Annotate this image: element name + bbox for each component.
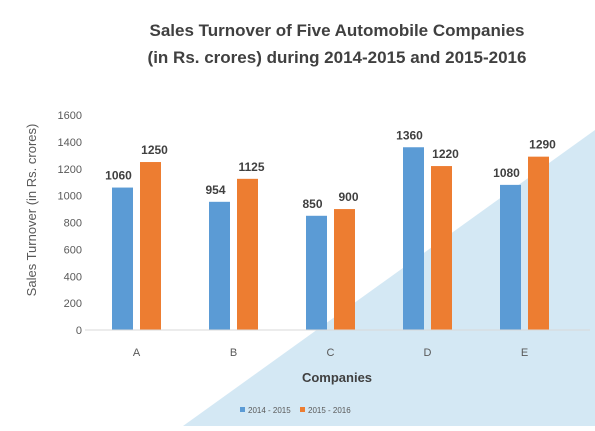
- bar-value-label: 1290: [529, 138, 556, 152]
- bar-value-label: 900: [338, 190, 358, 204]
- x-axis-label: Companies: [302, 370, 372, 385]
- bar-value-label: 850: [302, 197, 322, 211]
- bar-value-label: 1360: [396, 128, 423, 142]
- bar-B-series-1: [209, 201, 230, 330]
- bar-value-label: 1060: [105, 169, 132, 183]
- bar-C-series-1: [306, 215, 327, 330]
- x-tick-label: B: [230, 347, 237, 359]
- bar-value-label: 954: [205, 183, 225, 197]
- y-tick-label: 200: [64, 298, 82, 310]
- bar-value-label: 1220: [432, 147, 459, 161]
- bar-A-series-2: [140, 162, 161, 330]
- y-tick-label: 600: [64, 244, 82, 256]
- bar-A-series-1: [112, 187, 133, 330]
- x-axis-ticks: A B C D E: [133, 347, 528, 359]
- x-tick-label: E: [521, 347, 528, 359]
- bar-E-series-1: [500, 184, 521, 330]
- background-watermark-triangle: [183, 130, 595, 426]
- legend-swatch: [240, 407, 245, 412]
- y-tick-label: 1000: [58, 191, 82, 203]
- data-labels: 1060 1250 954 1125 850 900 1360 1220 1080 1290: [105, 128, 556, 211]
- y-axis-label: Sales Turnover (in Rs. crores): [24, 124, 39, 297]
- legend-label: 2015 - 2016: [308, 406, 351, 415]
- y-tick-label: 1400: [58, 137, 82, 149]
- y-tick-label: 400: [64, 271, 82, 283]
- legend-label: 2014 - 2015: [248, 406, 291, 415]
- bar-E-series-2: [528, 156, 549, 330]
- bar-D-series-1: [403, 147, 424, 330]
- x-tick-label: C: [327, 347, 335, 359]
- y-axis-ticks: 0 200 400 600 800 1000 1200 1400 1600: [58, 110, 82, 337]
- chart-title-line1: Sales Turnover of Five Automobile Compan…: [149, 21, 524, 40]
- y-tick-label: 0: [76, 325, 82, 337]
- bar-C-series-2: [334, 209, 355, 330]
- x-tick-label: A: [133, 347, 141, 359]
- legend: 2014 - 2015 2015 - 2016: [240, 406, 351, 415]
- y-tick-label: 1200: [58, 164, 82, 176]
- legend-swatch: [300, 407, 305, 412]
- bar-series: [112, 147, 549, 330]
- bar-value-label: 1125: [238, 160, 264, 174]
- x-tick-label: D: [424, 347, 432, 359]
- bar-D-series-2: [431, 166, 452, 330]
- y-tick-label: 800: [64, 218, 82, 230]
- bar-value-label: 1080: [493, 166, 520, 180]
- chart-title-line2: (in Rs. crores) during 2014-2015 and 201…: [148, 48, 527, 67]
- y-tick-label: 1600: [58, 110, 82, 122]
- bar-value-label: 1250: [141, 143, 168, 157]
- bar-B-series-2: [237, 178, 258, 330]
